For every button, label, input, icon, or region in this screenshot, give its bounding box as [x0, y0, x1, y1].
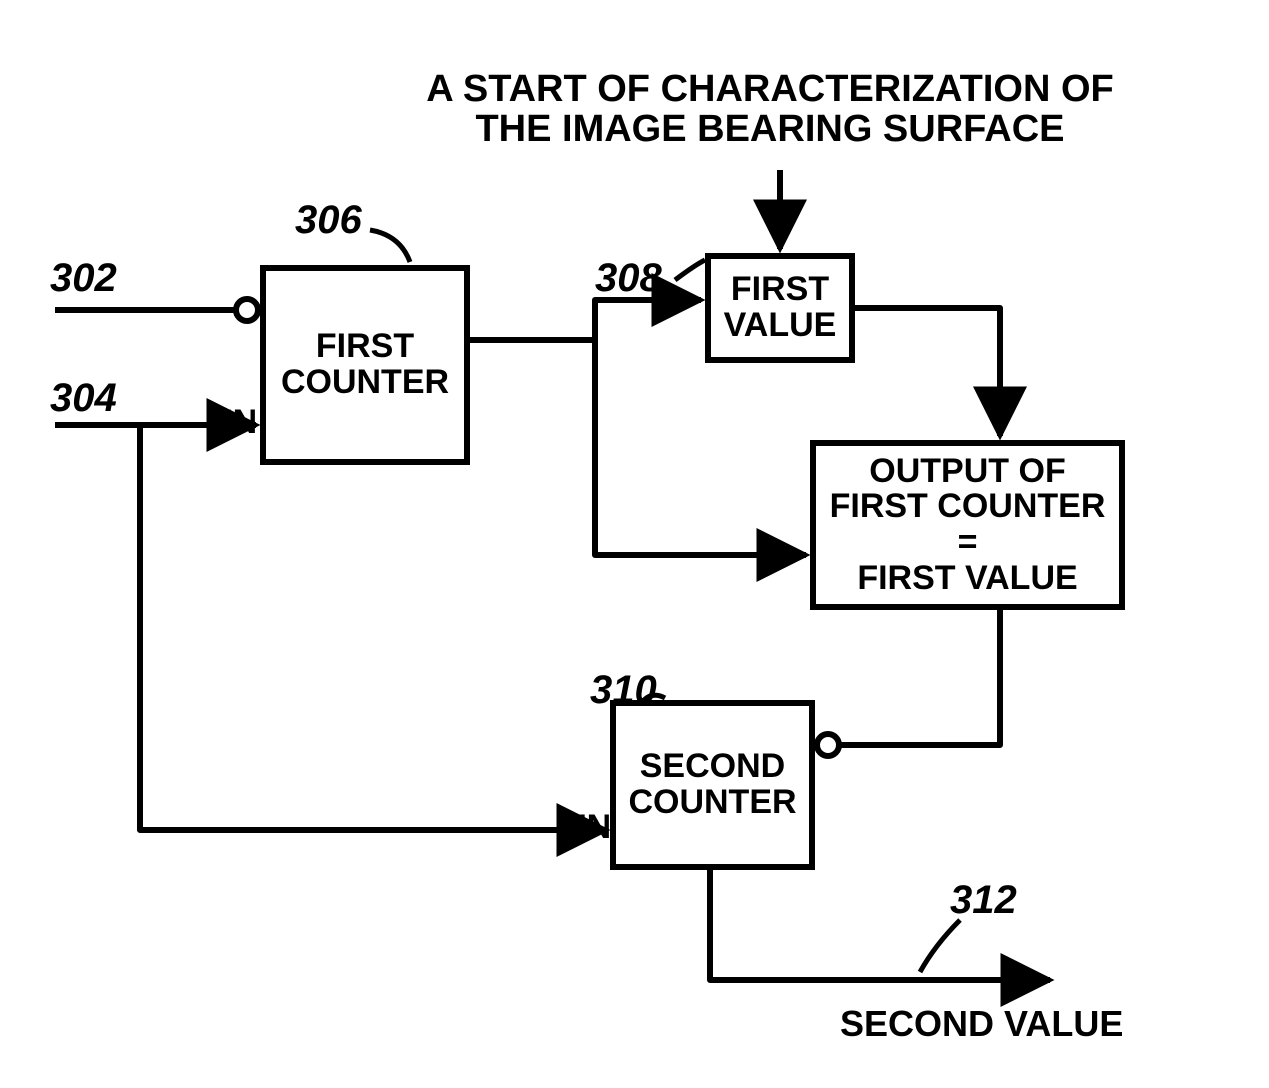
ref-312: 312 — [950, 880, 1017, 920]
comparator-box: OUTPUT OFFIRST COUNTER =FIRST VALUE — [810, 440, 1125, 610]
first-counter-label: FIRSTCOUNTER — [281, 329, 449, 400]
second-counter-label: SECONDCOUNTER — [628, 749, 796, 820]
ref-302: 302 — [50, 258, 117, 298]
en-second-label: EN — [564, 810, 611, 846]
first-value-box: FIRSTVALUE — [705, 253, 855, 363]
first-value-label: FIRSTVALUE — [724, 272, 837, 343]
output-label: SECOND VALUE — [840, 1005, 1123, 1043]
second-counter-box: SECONDCOUNTER — [610, 700, 815, 870]
en-first-label: EN — [210, 405, 257, 441]
ref-304: 304 — [50, 378, 117, 418]
ref-310: 310 — [590, 670, 657, 710]
header-text: A START OF CHARACTERIZATION OFTHE IMAGE … — [420, 70, 1120, 150]
ref-306: 306 — [295, 200, 362, 240]
first-counter-box: FIRSTCOUNTER — [260, 265, 470, 465]
comparator-label: OUTPUT OFFIRST COUNTER =FIRST VALUE — [816, 454, 1119, 597]
ref-308: 308 — [595, 258, 662, 298]
